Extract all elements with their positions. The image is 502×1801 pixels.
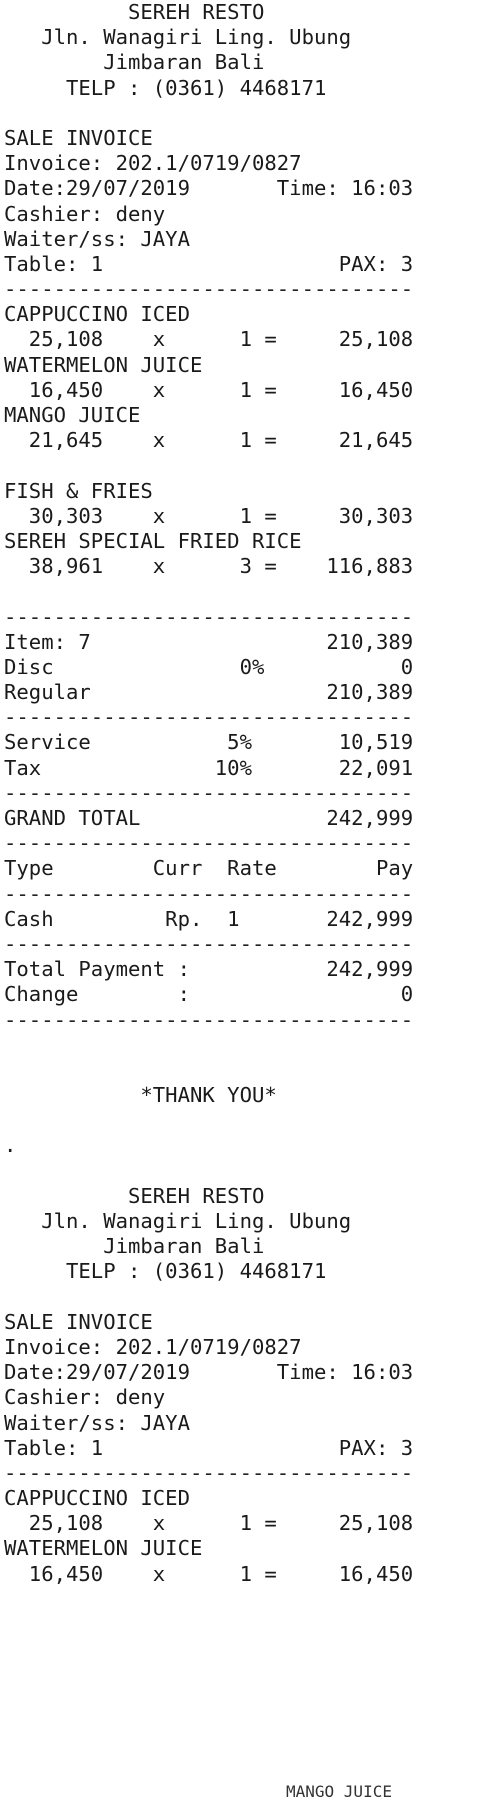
receipt-line bbox=[4, 1033, 498, 1058]
receipt-line: Jln. Wanagiri Ling. Ubung bbox=[4, 25, 352, 50]
receipt-line: Date:29/07/2019 Time: 16:03 bbox=[4, 1360, 414, 1385]
separator-line: --------------------------------- bbox=[4, 604, 414, 629]
receipt-line: Cashier: deny bbox=[4, 1385, 166, 1410]
receipt-line: 25,108 x 1 = 25,108 bbox=[4, 327, 414, 352]
partial-line-text: MANGO JUICE bbox=[286, 1782, 392, 1801]
receipt-line: 16,450 x 1 = 16,450 bbox=[4, 377, 414, 402]
receipt-line bbox=[4, 579, 498, 604]
receipt-line: CAPPUCCINO ICED bbox=[4, 302, 190, 327]
receipt-line: Table: 1 PAX: 3 bbox=[4, 251, 414, 276]
separator-line: --------------------------------- bbox=[4, 277, 414, 302]
receipt-line: Type Curr Rate Pay bbox=[4, 856, 414, 881]
receipt-line: TELP : (0361) 4468171 bbox=[4, 75, 327, 100]
partial-line: MANGO JUICE bbox=[0, 1778, 502, 1801]
receipt-line: Jimbaran Bali bbox=[4, 1234, 265, 1259]
receipt-line: Jln. Wanagiri Ling. Ubung bbox=[4, 1209, 352, 1233]
receipt-line: Disc 0% 0 bbox=[4, 654, 414, 679]
receipt-line: 30,303 x 1 = 30,303 bbox=[4, 503, 414, 528]
receipt-line: Invoice: 202.1/0719/0827 bbox=[4, 151, 302, 176]
receipt-line: SEREH RESTO bbox=[4, 0, 265, 24]
receipt-line: SALE INVOICE bbox=[4, 1309, 153, 1334]
receipt-line: *THANK YOU* bbox=[4, 1083, 277, 1108]
receipt-text: SEREH RESTO Jln. Wanagiri Ling. Ubung Ji… bbox=[4, 0, 498, 1587]
separator-line: --------------------------------- bbox=[4, 881, 414, 906]
receipt-line: 21,645 x 1 = 21,645 bbox=[4, 428, 414, 453]
receipt-line: WATERMELON JUICE bbox=[4, 1536, 203, 1561]
receipt-line: SALE INVOICE bbox=[4, 125, 153, 150]
receipt-line: Waiter/ss: JAYA bbox=[4, 1410, 190, 1435]
separator-line: --------------------------------- bbox=[4, 1007, 414, 1032]
receipt-line bbox=[4, 1108, 498, 1133]
separator-line: --------------------------------- bbox=[4, 931, 414, 956]
receipt-line: WATERMELON JUICE bbox=[4, 352, 203, 377]
receipt-line bbox=[4, 453, 498, 478]
receipt-line: GRAND TOTAL 242,999 bbox=[4, 806, 414, 830]
receipt-line: Date:29/07/2019 Time: 16:03 bbox=[4, 176, 414, 201]
separator-line: --------------------------------- bbox=[4, 1460, 414, 1485]
receipt-line: Invoice: 202.1/0719/0827 bbox=[4, 1334, 302, 1359]
receipt-line: SEREH RESTO bbox=[4, 1183, 265, 1208]
separator-line: --------------------------------- bbox=[4, 780, 414, 805]
separator-line: --------------------------------- bbox=[4, 705, 414, 730]
receipt-line: Service 5% 10,519 bbox=[4, 730, 414, 755]
receipt-line: Waiter/ss: JAYA bbox=[4, 226, 190, 251]
receipt-line: Cashier: deny bbox=[4, 201, 166, 226]
receipt-line: 38,961 x 3 = 116,883 bbox=[4, 554, 414, 579]
receipt-line bbox=[4, 1285, 498, 1310]
receipt-line: CAPPUCCINO ICED bbox=[4, 1486, 190, 1511]
receipt-line: MANGO JUICE bbox=[4, 403, 141, 427]
receipt-line: Change : 0 bbox=[4, 982, 414, 1007]
receipt-line: Total Payment : 242,999 bbox=[4, 957, 414, 982]
receipt-line: Jimbaran Bali bbox=[4, 50, 265, 75]
separator-line: --------------------------------- bbox=[4, 831, 414, 856]
receipt-line: SEREH SPECIAL FRIED RICE bbox=[4, 528, 302, 553]
receipt-line: Item: 7 210,389 bbox=[4, 629, 414, 654]
receipt-line: Table: 1 PAX: 3 bbox=[4, 1435, 414, 1460]
receipt-line bbox=[4, 1159, 498, 1184]
receipt-line: TELP : (0361) 4468171 bbox=[4, 1259, 327, 1284]
receipt-line: . bbox=[4, 1133, 17, 1158]
receipt-line: 25,108 x 1 = 25,108 bbox=[4, 1511, 414, 1536]
receipt-line: Tax 10% 22,091 bbox=[4, 755, 414, 780]
receipt-line bbox=[4, 101, 498, 126]
receipt-line: FISH & FRIES bbox=[4, 478, 153, 503]
receipt-line: Cash Rp. 1 242,999 bbox=[4, 906, 414, 931]
receipt-line: Regular 210,389 bbox=[4, 680, 414, 705]
receipt-line: 16,450 x 1 = 16,450 bbox=[4, 1561, 414, 1586]
receipt-line bbox=[4, 1058, 498, 1083]
